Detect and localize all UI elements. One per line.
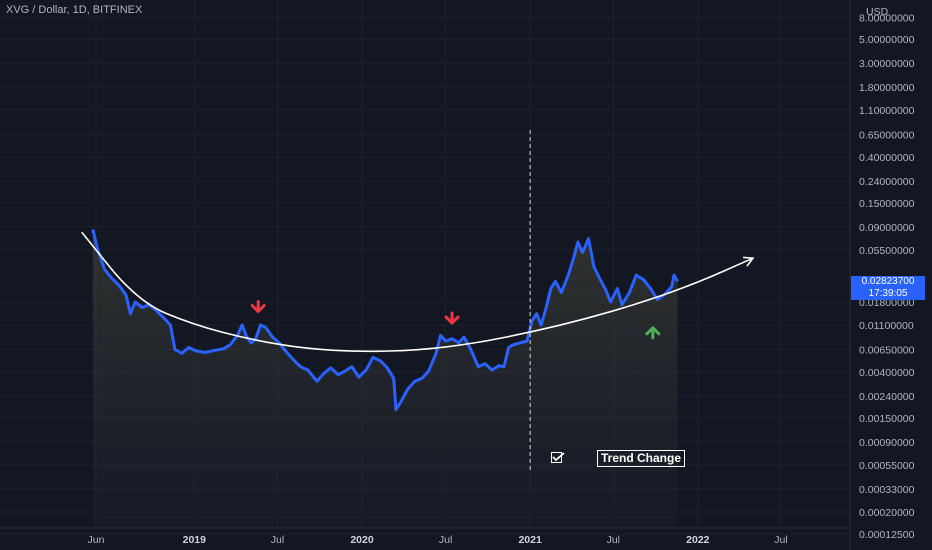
y-tick-label: 0.00055000 bbox=[859, 460, 915, 472]
y-tick-label: 0.40000000 bbox=[859, 152, 915, 164]
y-tick-label: 0.00650000 bbox=[859, 345, 915, 357]
x-tick-label: 2019 bbox=[183, 534, 207, 546]
x-tick-label: 2021 bbox=[518, 534, 542, 546]
symbol-title: XVG / Dollar, 1D, BITFINEX bbox=[6, 4, 142, 16]
y-tick-label: 0.01100000 bbox=[859, 320, 914, 332]
currency-label: USD bbox=[866, 6, 889, 18]
trend-change-label: Trend Change bbox=[597, 450, 685, 467]
y-tick-label: 0.00150000 bbox=[859, 413, 915, 425]
x-tick-label: Jun bbox=[88, 534, 105, 546]
y-tick-label: 0.00240000 bbox=[859, 391, 915, 403]
y-tick-label: 0.15000000 bbox=[859, 198, 915, 210]
last-price-countdown: 17:39:05 bbox=[851, 288, 925, 300]
y-tick-label: 0.00033000 bbox=[859, 484, 915, 496]
price-area bbox=[93, 230, 678, 529]
last-price-value: 0.02823700 bbox=[851, 276, 925, 288]
y-tick-label: 0.05500000 bbox=[859, 245, 915, 257]
x-tick-label: 2020 bbox=[350, 534, 374, 546]
y-tick-label: 0.00020000 bbox=[859, 507, 915, 519]
x-tick-label: Jul bbox=[774, 534, 787, 546]
y-tick-label: 1.10000000 bbox=[859, 105, 915, 117]
y-tick-label: 0.00090000 bbox=[859, 437, 915, 449]
x-tick-label: Jul bbox=[607, 534, 620, 546]
y-tick-label: 13.00000000 bbox=[859, 0, 920, 2]
checkbox-icon[interactable] bbox=[551, 452, 565, 463]
y-tick-label: 5.00000000 bbox=[859, 34, 915, 46]
y-tick-label: 3.00000000 bbox=[859, 58, 915, 70]
y-tick-label: 0.00012500 bbox=[859, 529, 915, 541]
y-tick-label: 0.24000000 bbox=[859, 176, 915, 188]
last-price-tag: 0.02823700 17:39:05 bbox=[851, 276, 925, 300]
y-tick-label: 0.65000000 bbox=[859, 129, 915, 141]
x-tick-label: 2022 bbox=[686, 534, 710, 546]
y-tick-label: 1.80000000 bbox=[859, 82, 915, 94]
x-tick-label: Jul bbox=[439, 534, 452, 546]
x-tick-label: Jul bbox=[271, 534, 284, 546]
y-tick-label: 0.00400000 bbox=[859, 367, 915, 379]
y-tick-label: 0.09000000 bbox=[859, 222, 915, 234]
